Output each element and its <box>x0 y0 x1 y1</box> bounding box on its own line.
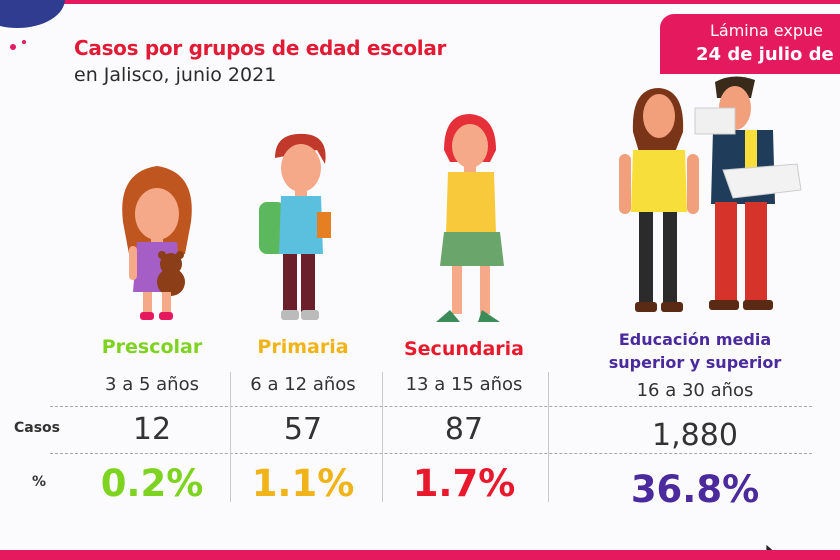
category-educacion-line2: superior y superior <box>608 353 782 372</box>
page-subtitle: en Jalisco, junio 2021 <box>74 64 277 86</box>
category-educacion-line1: Educación media <box>618 330 772 349</box>
cases-secundaria: 87 <box>444 412 484 447</box>
category-prescolar: Prescolar <box>101 336 203 358</box>
page-title: Casos por grupos de edad escolar <box>74 36 447 60</box>
age-range-primaria: 6 a 12 años <box>250 374 356 395</box>
age-range-educacion: 16 a 30 años <box>636 380 754 401</box>
percent-primaria: 1.1% <box>251 462 355 505</box>
table-divider <box>50 453 812 454</box>
top-frame-bar <box>0 0 840 4</box>
badge-line-2: 24 de julio de <box>696 44 834 65</box>
row-label-casos: Casos <box>14 420 61 436</box>
girl-with-teddy-icon <box>122 166 192 320</box>
date-badge: Lámina expue 24 de julio de <box>660 14 840 74</box>
column-divider <box>548 372 549 502</box>
percent-secundaria: 1.7% <box>412 462 516 505</box>
decorative-blob <box>0 0 65 28</box>
age-range-secundaria: 13 a 15 años <box>405 374 523 395</box>
percent-educacion: 36.8% <box>630 468 760 511</box>
row-label-percent: % <box>32 474 47 490</box>
age-range-prescolar: 3 a 5 años <box>105 374 199 395</box>
column-divider <box>382 372 383 502</box>
teen-girl-icon <box>436 114 504 322</box>
cases-educacion: 1,880 <box>652 418 738 453</box>
category-secundaria: Secundaria <box>403 338 524 360</box>
decorative-dot <box>10 44 16 50</box>
percent-prescolar: 0.2% <box>100 462 204 505</box>
table-divider <box>50 406 812 407</box>
column-divider <box>230 372 231 502</box>
cases-prescolar: 12 <box>132 412 172 447</box>
category-primaria: Primaria <box>257 336 349 358</box>
university-students-icon <box>619 76 802 312</box>
cases-primaria: 57 <box>283 412 323 447</box>
decorative-dot <box>22 40 26 44</box>
badge-line-1: Lámina expue <box>710 21 823 40</box>
bottom-frame-bar <box>0 550 840 560</box>
boy-with-backpack-icon <box>259 133 331 320</box>
